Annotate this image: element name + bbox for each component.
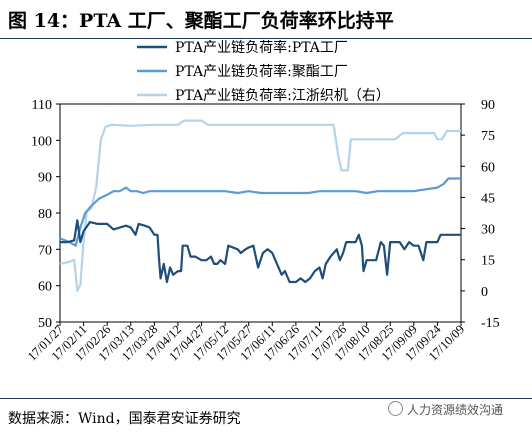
data-source: 数据来源：Wind，国泰君安证券研究 (8, 411, 241, 427)
chart-title: 图 14：PTA 工厂、聚酯工厂负荷率环比持平 (8, 10, 394, 32)
y-left-tick-label: 80 (38, 207, 52, 222)
legend-label-jiangzhe: PTA产业链负荷率:江浙织机（右） (175, 87, 390, 104)
y-right-tick-label: 60 (481, 160, 495, 175)
y-right-tick-label: 90 (481, 98, 495, 113)
y-right-tick-label: 45 (481, 191, 495, 206)
y-left-tick-label: 90 (38, 171, 52, 186)
y-right-tick-label: 75 (481, 129, 495, 144)
source-bar (0, 398, 532, 434)
y-right-tick-label: -15 (481, 316, 500, 331)
legend-label-polyester: PTA产业链负荷率:聚酯工厂 (175, 63, 348, 80)
watermark: 人力资源绩效沟通 (388, 401, 503, 418)
series-line-pta (60, 219, 461, 284)
series-line-polyester (59, 177, 461, 247)
series-line-jiangzhe (59, 119, 461, 292)
y-right-tick-label: 30 (481, 223, 495, 238)
plot-area (59, 103, 462, 323)
watermark-text: 人力资源绩效沟通 (407, 403, 504, 417)
y-right-tick-label: 0 (481, 285, 488, 300)
y-left-tick-label: 110 (32, 98, 52, 113)
y-left-tick-label: 50 (38, 316, 52, 331)
y-right-tick-label: 15 (481, 254, 495, 269)
y-left-tick-label: 100 (31, 134, 52, 149)
chat-bubble-icon (388, 401, 403, 416)
legend-label-pta: PTA产业链负荷率:PTA工厂 (175, 39, 348, 56)
y-left-tick-label: 60 (38, 280, 52, 295)
y-left-tick-label: 70 (38, 243, 52, 258)
title-bar (0, 0, 532, 39)
